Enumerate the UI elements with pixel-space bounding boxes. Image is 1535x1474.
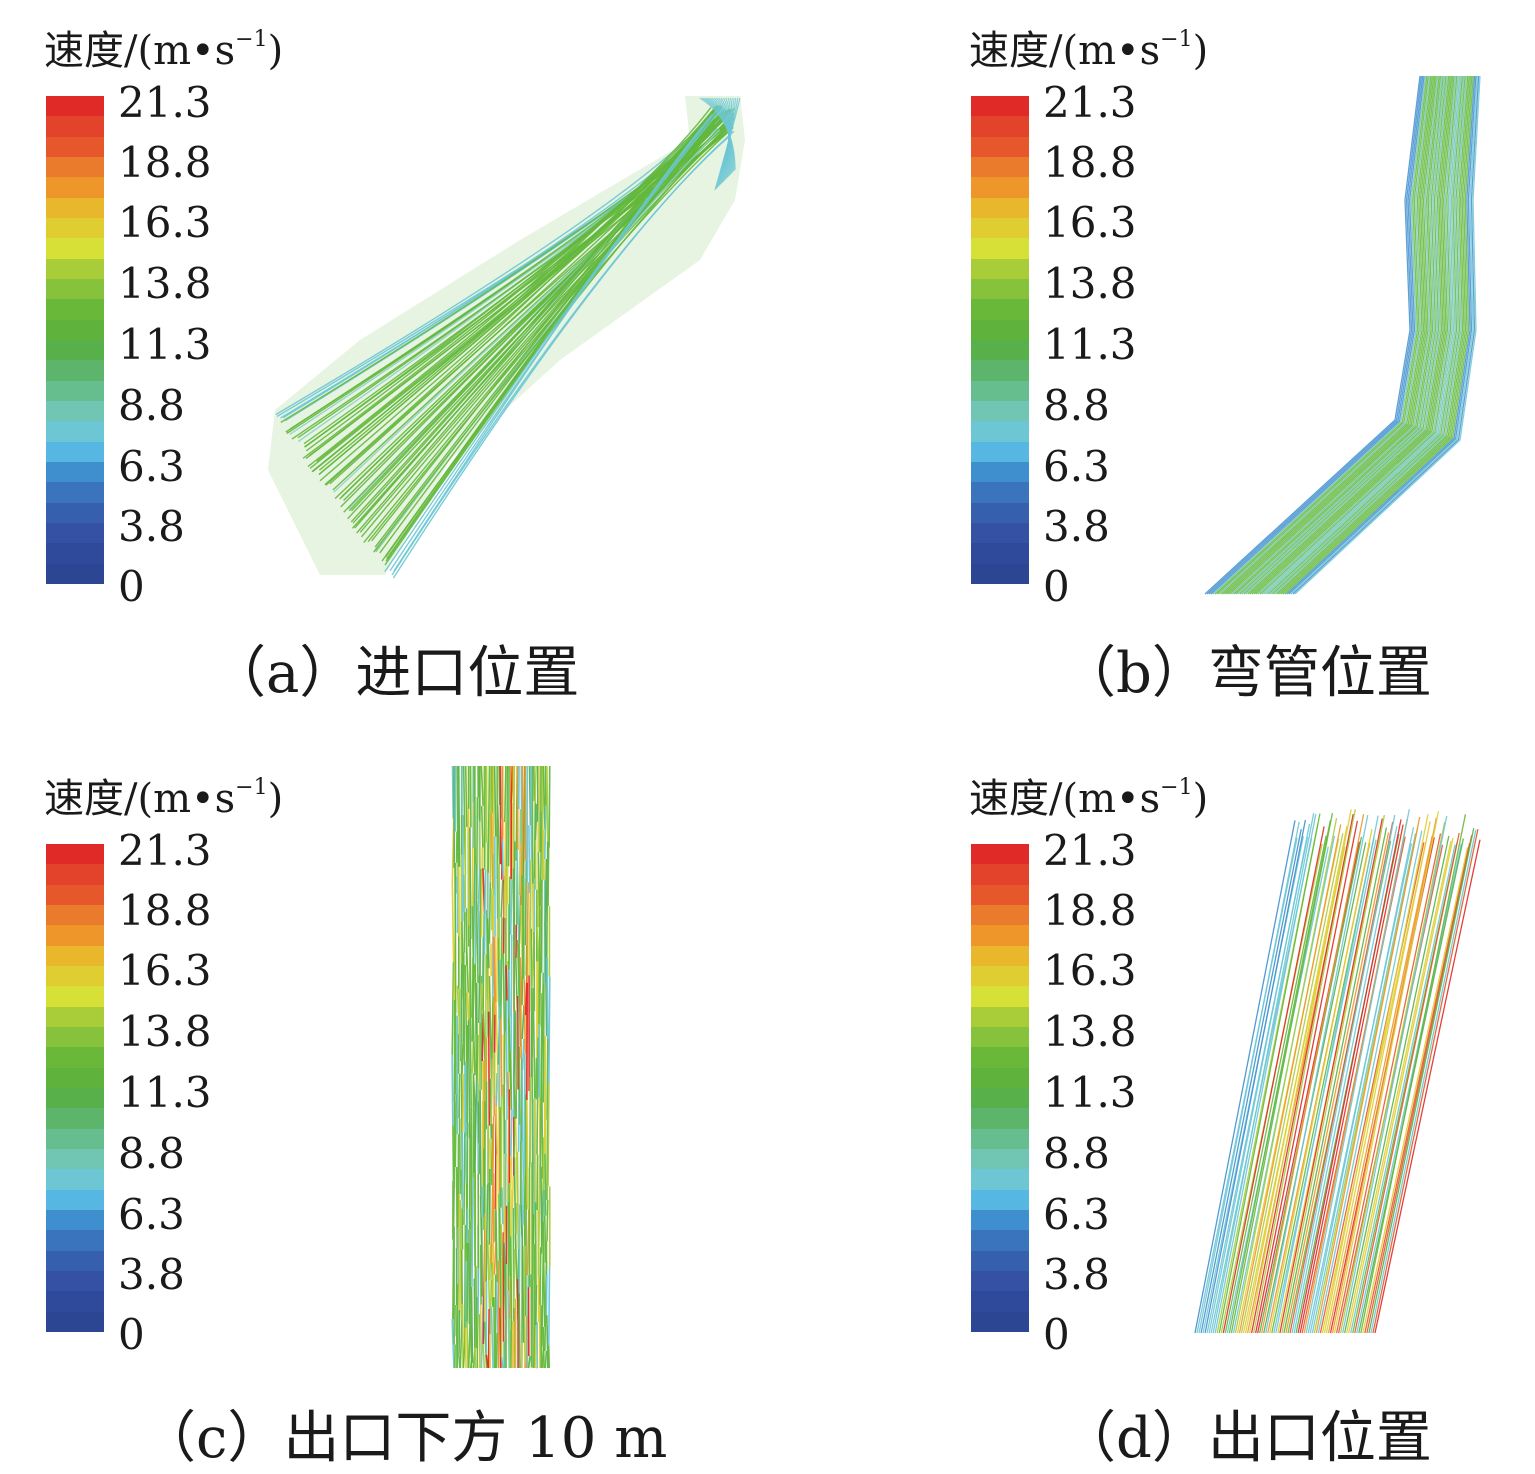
panel-a: 速度/(m•s−1) 21.3 18.8 16.3 13.8 11.3 8.8 … [0, 0, 760, 720]
panel-c: 速度/(m•s−1) 21.3 18.8 16.3 13.8 11.3 8.8 … [0, 748, 760, 1468]
streamline-plot-outlet [925, 748, 1535, 1388]
caption-d: （d）出口位置 [1060, 1393, 1432, 1474]
caption-c: （c）出口下方 10 m [140, 1393, 667, 1474]
streamline-plot-bend [925, 0, 1535, 720]
panel-b: 速度/(m•s−1) 21.3 18.8 16.3 13.8 11.3 8.8 … [925, 0, 1535, 720]
caption-a: （a）进口位置 [210, 628, 579, 709]
caption-b: （b）弯管位置 [1060, 628, 1432, 709]
streamline-plot-inlet [0, 0, 760, 720]
streamline-plot-below-outlet [0, 748, 760, 1388]
panel-d: 速度/(m•s−1) 21.3 18.8 16.3 13.8 11.3 8.8 … [925, 748, 1535, 1468]
